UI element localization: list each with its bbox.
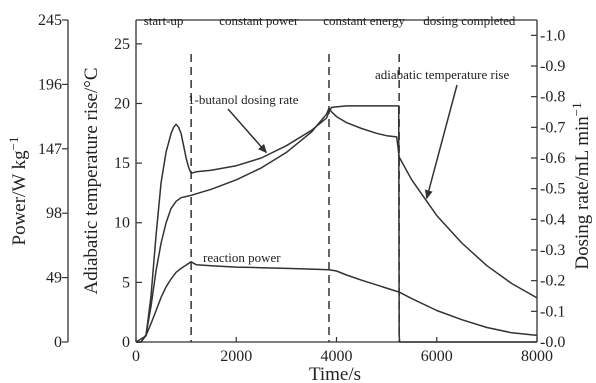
temperature-axis-title: Adiabatic temperature rise/°C: [81, 67, 102, 294]
series-line-reaction-power: [136, 261, 538, 343]
annotation-label: adiabatic temperature rise: [375, 67, 509, 82]
dosing-tick-label: -0.7: [540, 119, 565, 136]
dosing-tick-label: -0.0: [540, 334, 565, 351]
annotation-arrow: [424, 84, 458, 200]
x-tick-label: 4000: [321, 348, 353, 365]
power-tick-label: 245: [38, 12, 62, 29]
annotation-label: 1-butanol dosing rate: [188, 92, 299, 107]
x-tick-label: 2000: [220, 348, 252, 365]
x-tick-label: 8000: [521, 348, 553, 365]
dosing-axis-title-superscript: −1: [569, 102, 584, 116]
power-tick-label: 0: [54, 334, 62, 351]
dosing-tick-label: -0.2: [540, 273, 565, 290]
dosing-tick-label: -0.5: [540, 181, 565, 198]
dosing-tick-label: -0.8: [540, 89, 565, 106]
power-axis-title: Power/W kg−1: [6, 136, 31, 245]
dosing-tick-label: -0.9: [540, 58, 565, 75]
dosing-tick-label: -0.6: [540, 150, 565, 167]
series-lines: [135, 105, 538, 343]
annotations: 1-butanol dosing rate adiabatic temperatu…: [188, 67, 509, 265]
x-tick-label: 0: [132, 348, 140, 365]
temperature-tick-label: 25: [114, 36, 130, 53]
phase-label: constant power: [219, 13, 299, 28]
phase-label: start-up: [144, 13, 184, 28]
dosing-rate-axis: -0.0 -0.1 -0.2 -0.3 -0.4 -0.5 -0.6 -0.7 -0.8 -0.9…: [531, 20, 593, 351]
x-axis: 0 2000 4000 6000 8000: [132, 337, 553, 365]
x-axis-title: Time/s: [309, 364, 361, 383]
phase-boundaries: start-up constant power constant energy dos…: [144, 13, 516, 342]
annotation-label: reaction power: [203, 250, 281, 265]
annotation-arrow: [227, 108, 267, 154]
dosing-tick-label: -1.0: [540, 27, 565, 44]
dosing-tick-label: -0.3: [540, 242, 565, 259]
power-axis-title-superscript: −1: [6, 136, 21, 150]
dosing-tick-label: -0.1: [540, 303, 565, 320]
dosing-axis-title: Dosing rate/mL min−1: [569, 102, 594, 269]
temperature-tick-label: 20: [114, 95, 130, 112]
temperature-tick-label: 15: [114, 155, 130, 172]
phase-label: dosing completed: [423, 13, 516, 28]
power-tick-label: 196: [38, 76, 62, 93]
dosing-tick-label: -0.4: [540, 211, 565, 228]
power-axis: 0 49 98 147 196 245 Power/W kg−1: [6, 12, 69, 351]
temperature-tick-label: 10: [114, 215, 130, 232]
power-tick-label: 98: [46, 205, 62, 222]
phase-label: constant energy: [323, 13, 405, 28]
temperature-tick-label: 0: [122, 334, 130, 351]
power-tick-label: 49: [46, 270, 62, 287]
series-line-1-butanol-dosing-rate: [135, 105, 537, 343]
temperature-tick-label: 5: [122, 274, 130, 291]
x-tick-label: 6000: [421, 348, 453, 365]
power-tick-label: 147: [38, 141, 62, 158]
series-line-adiabatic-temperature-rise: [136, 107, 538, 343]
temperature-axis: 0 5 10 15 20 25 Adiabatic temperature rise/°C: [81, 36, 142, 351]
